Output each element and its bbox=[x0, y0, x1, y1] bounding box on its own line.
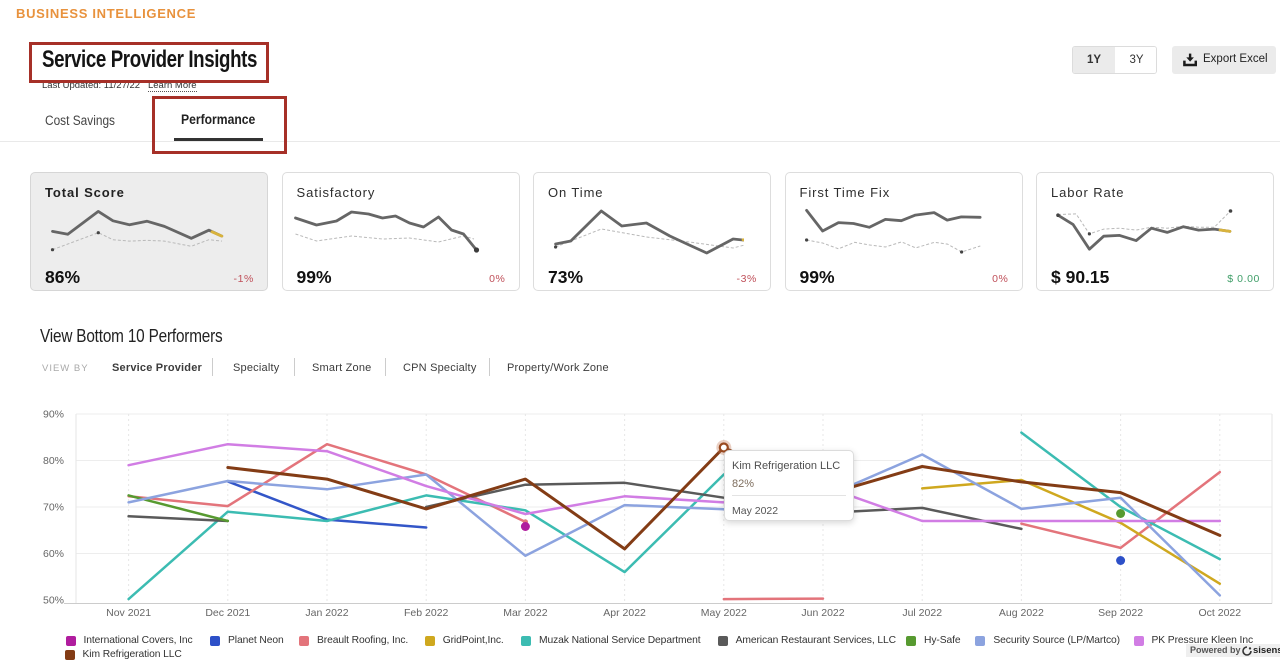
svg-text:Apr 2022: Apr 2022 bbox=[603, 607, 646, 619]
svg-text:May 2022: May 2022 bbox=[701, 607, 747, 619]
svg-text:80%: 80% bbox=[43, 455, 64, 467]
svg-text:Mar 2022: Mar 2022 bbox=[503, 607, 548, 619]
svg-text:Dec 2021: Dec 2021 bbox=[205, 607, 250, 619]
svg-text:60%: 60% bbox=[43, 548, 64, 560]
svg-text:50%: 50% bbox=[43, 595, 64, 607]
svg-text:Feb 2022: Feb 2022 bbox=[404, 607, 449, 619]
svg-text:Aug 2022: Aug 2022 bbox=[999, 607, 1044, 619]
svg-text:Jan 2022: Jan 2022 bbox=[305, 607, 348, 619]
svg-text:Jun 2022: Jun 2022 bbox=[801, 607, 844, 619]
svg-text:Nov 2021: Nov 2021 bbox=[106, 607, 151, 619]
svg-text:Oct 2022: Oct 2022 bbox=[1198, 607, 1241, 619]
svg-text:70%: 70% bbox=[43, 502, 64, 514]
svg-text:Sep 2022: Sep 2022 bbox=[1098, 607, 1143, 619]
svg-text:Jul 2022: Jul 2022 bbox=[902, 607, 942, 619]
svg-text:90%: 90% bbox=[43, 409, 64, 421]
